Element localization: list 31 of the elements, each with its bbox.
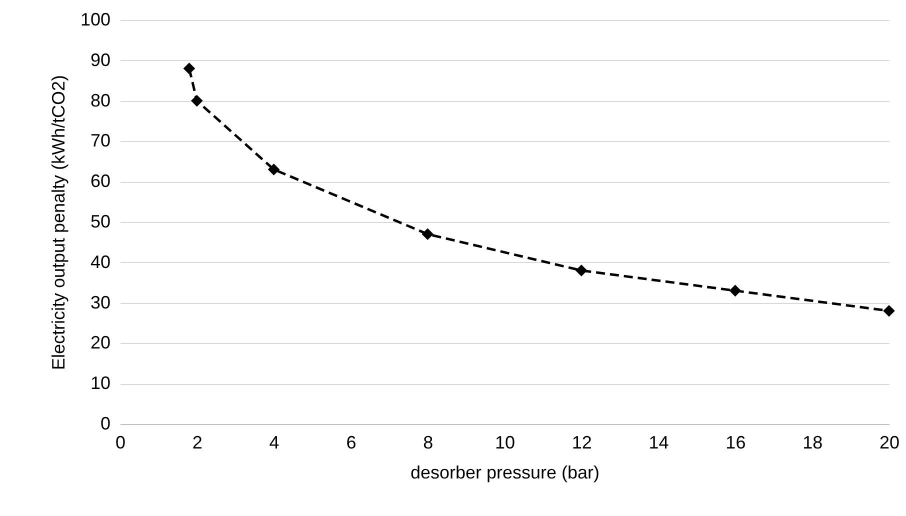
y-tick-label: 0 xyxy=(100,414,110,434)
x-tick-label: 4 xyxy=(269,432,280,452)
point xyxy=(422,228,434,240)
point xyxy=(190,94,203,107)
y-tick-label: 10 xyxy=(90,373,110,394)
x-tick-label: 6 xyxy=(346,432,356,452)
y-tick-label: 50 xyxy=(90,212,110,232)
x-tick-label: 20 xyxy=(879,432,900,452)
x-tick-label: 8 xyxy=(423,432,434,452)
y-tick-label: 60 xyxy=(90,171,110,192)
x-tick-label: 0 xyxy=(115,432,126,452)
x-axis-title: desorber pressure (bar) xyxy=(410,462,600,482)
point xyxy=(183,62,196,74)
y-tick-label: 80 xyxy=(90,90,110,110)
point xyxy=(883,304,895,317)
y-tick-label: 30 xyxy=(90,292,110,312)
x-tick-label: 10 xyxy=(494,432,516,452)
x-tick-label: 14 xyxy=(648,432,669,452)
x-tick-label: 2 xyxy=(192,432,202,452)
y-tick-label: 90 xyxy=(90,50,110,70)
point xyxy=(729,284,742,297)
x-tick-label: 16 xyxy=(726,432,746,452)
y-tick-label: 70 xyxy=(90,130,110,151)
y-axis-title: Electricity output penalty (kWh/tCO2) xyxy=(48,74,68,370)
x-tick-label: 12 xyxy=(572,432,592,452)
point xyxy=(268,164,280,176)
y-tick-label: 100 xyxy=(80,10,110,30)
y-tick-label: 20 xyxy=(90,332,110,353)
point xyxy=(575,264,588,276)
x-tick-label: 18 xyxy=(802,432,823,452)
y-tick-label: 40 xyxy=(90,252,110,272)
